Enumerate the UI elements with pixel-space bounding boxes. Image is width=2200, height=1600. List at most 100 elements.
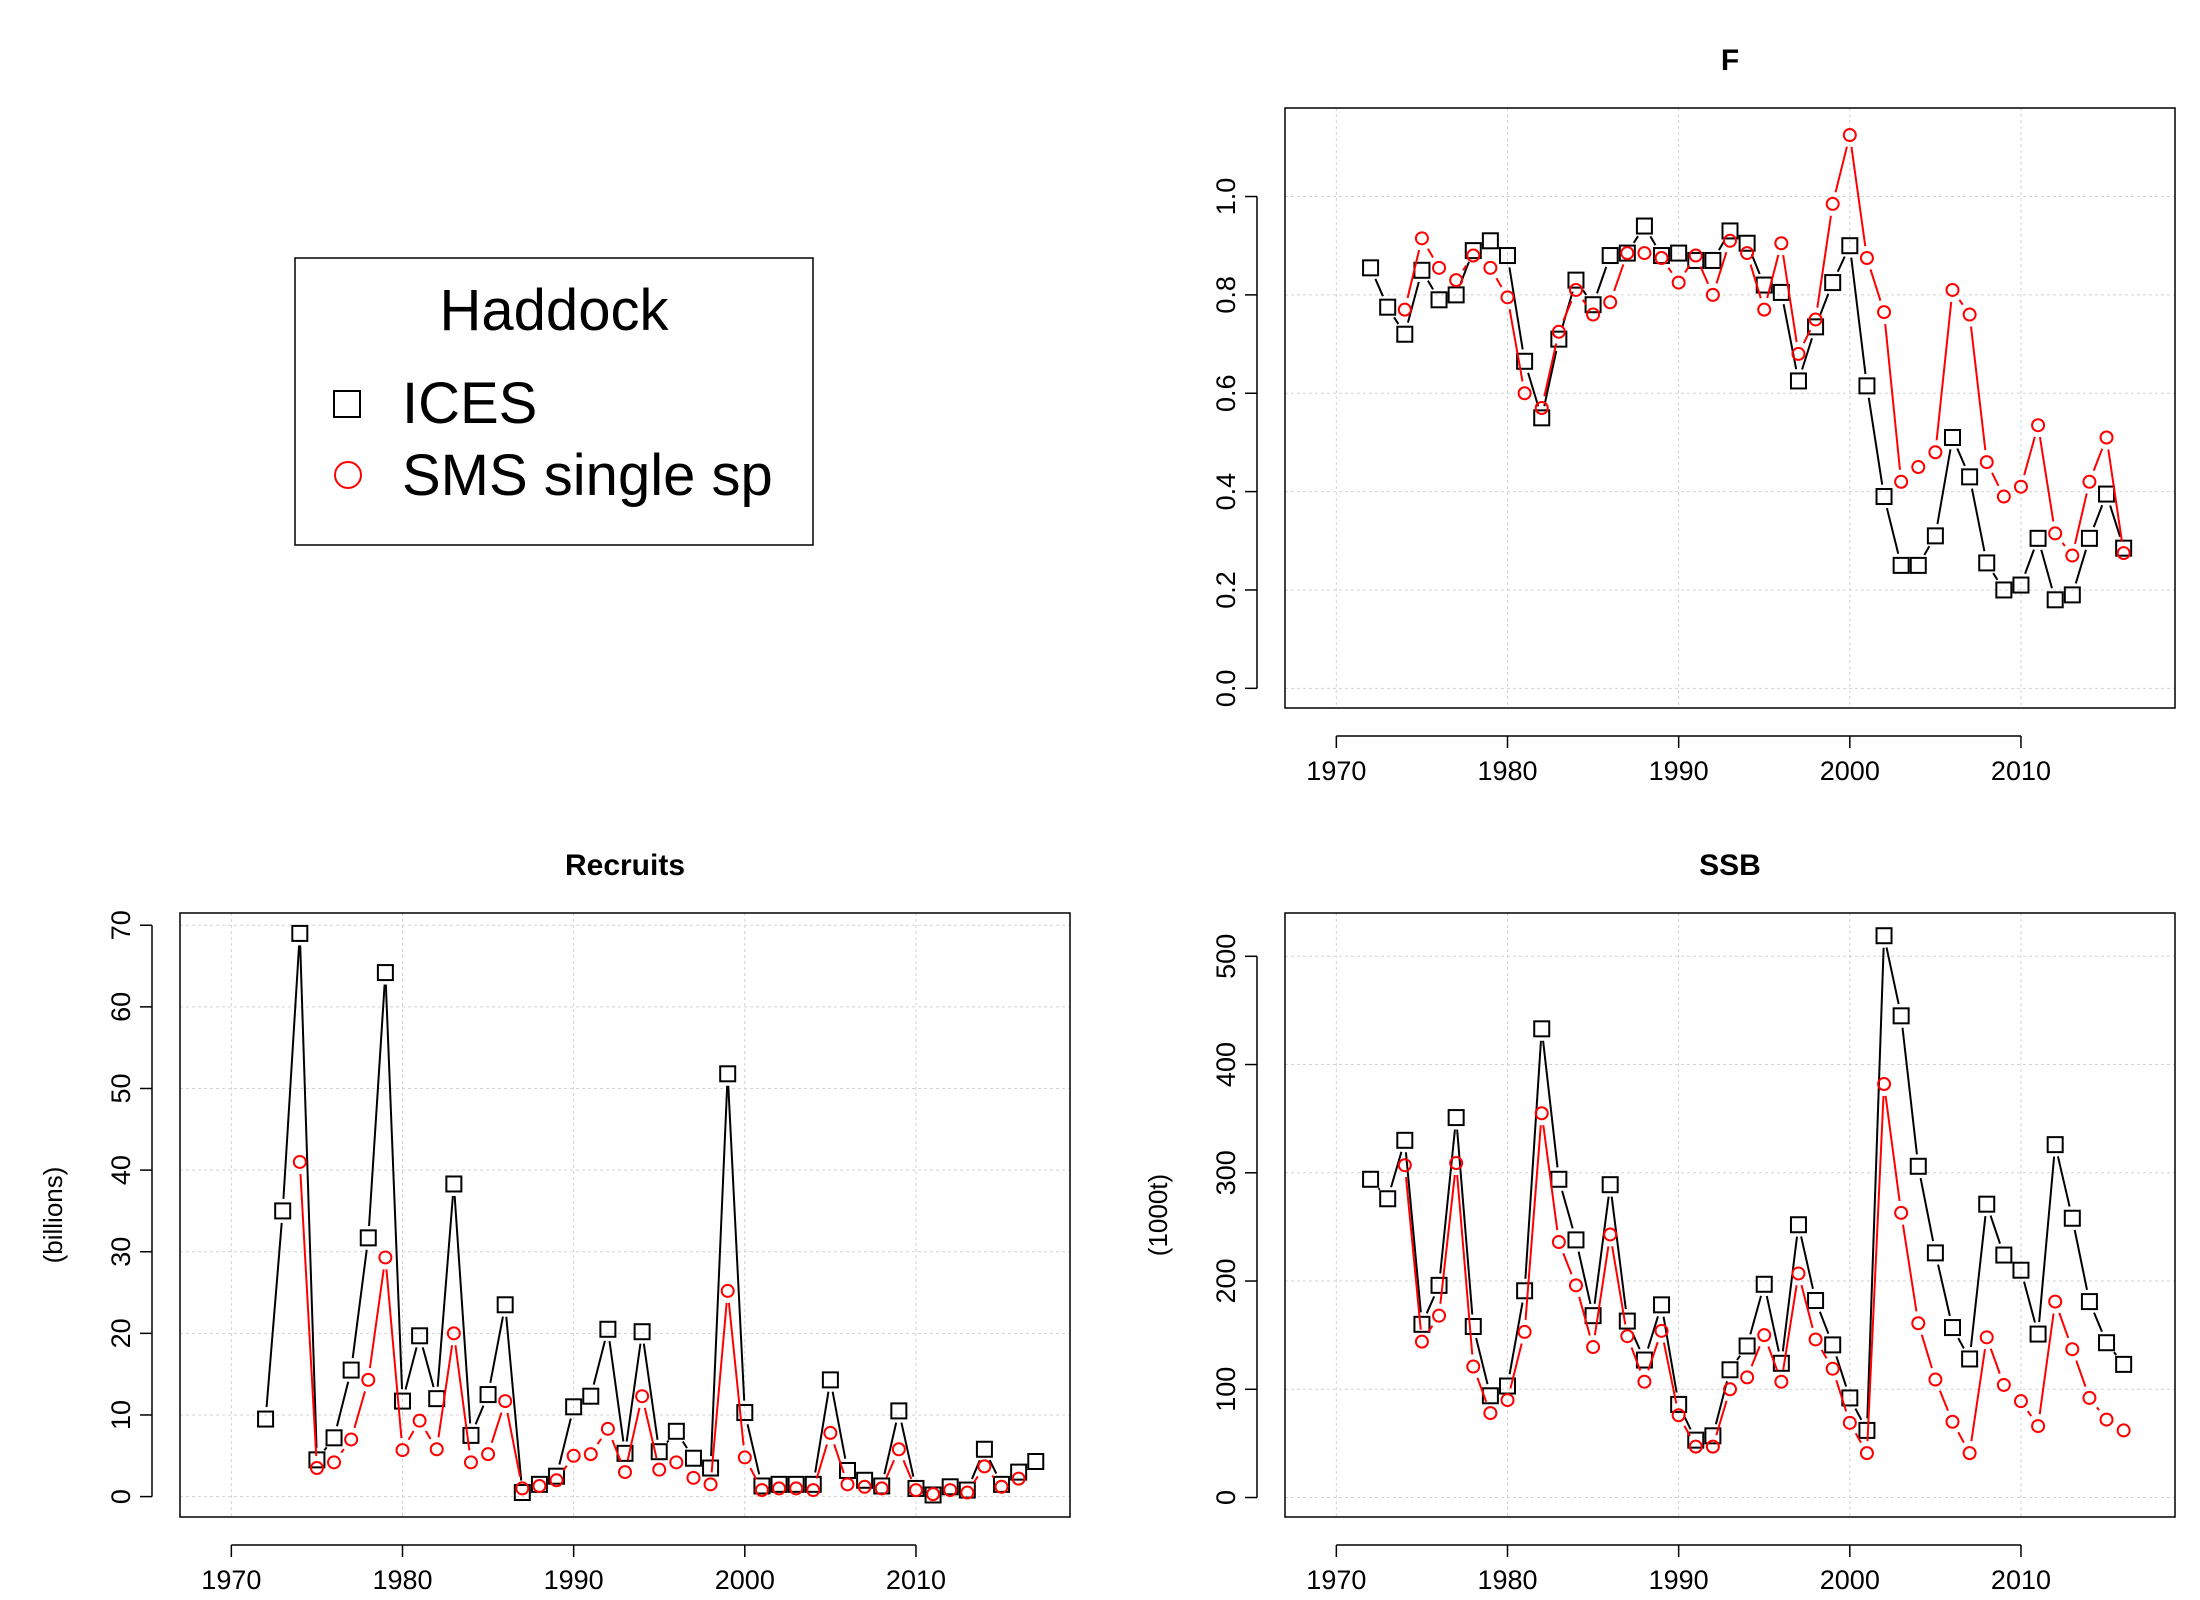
data-point-square	[1464, 242, 1482, 260]
series-segment	[1596, 266, 1608, 294]
series-segment	[1543, 350, 1558, 407]
data-point-square	[2012, 576, 2030, 594]
data-point-square	[1944, 1319, 1961, 1337]
series-segment	[2038, 1156, 2056, 1323]
series-segment	[1750, 1345, 1761, 1367]
data-point-circle	[1945, 1414, 1960, 1429]
data-point-circle	[1688, 248, 1703, 263]
data-point-circle	[1979, 1330, 1994, 1345]
data-point-circle	[1603, 1227, 1618, 1242]
data-point-square	[1567, 271, 1585, 289]
data-point-square	[1584, 1307, 1602, 1325]
series-ices	[257, 924, 1045, 1504]
data-point-circle	[754, 1483, 769, 1498]
series-segment	[1782, 1285, 1798, 1370]
data-point-circle	[549, 1473, 564, 1488]
data-point-circle	[498, 1394, 513, 1409]
chart-title: SSB	[1699, 849, 1761, 882]
series-segment	[1662, 1342, 1678, 1404]
data-point-square	[565, 1398, 583, 1416]
series-segment	[407, 1430, 415, 1441]
x-tick-label: 2000	[1820, 756, 1880, 786]
data-point-circle	[669, 1455, 684, 1470]
series-segment	[336, 1381, 350, 1427]
series-segment	[1508, 308, 1524, 382]
data-point-circle	[1842, 128, 1857, 143]
data-point-circle	[908, 1483, 923, 1498]
data-point-circle	[1534, 1106, 1549, 1121]
series-segment	[1989, 1348, 2001, 1374]
panel-f: F 1970 1980 1990 2000 2010 0.0 0.2 0.4 0.6 0.8 1.0	[1211, 44, 2176, 786]
data-point-square	[1721, 222, 1739, 240]
data-point-square	[1396, 325, 1414, 343]
series-segment	[1684, 265, 1691, 273]
data-point-circle	[1500, 1393, 1515, 1408]
series-segment	[2074, 493, 2088, 545]
data-point-square	[1499, 247, 1516, 265]
series-segment	[1393, 316, 1400, 325]
series-segment	[1476, 1377, 1488, 1403]
data-point-circle	[1671, 275, 1686, 290]
series-segment	[642, 1343, 659, 1440]
data-point-square	[1909, 556, 1927, 574]
series-segment	[1867, 397, 1884, 485]
legend-title: Haddock	[440, 278, 670, 343]
data-point-square	[1704, 1427, 1722, 1445]
data-point-square	[702, 1459, 720, 1477]
data-point-square	[821, 1371, 839, 1389]
series-segment	[1581, 299, 1588, 306]
series-segment	[681, 1440, 688, 1449]
series-segment	[1390, 1151, 1403, 1188]
data-point-square	[1875, 927, 1893, 945]
data-point-square	[1807, 1292, 1825, 1310]
panel-ssb: SSB 1970 1980 1990 2000 2010 0 100 200 300 400 500 (…	[1143, 849, 2176, 1595]
data-point-circle	[1466, 248, 1481, 263]
data-point-square	[291, 924, 309, 942]
series-segment	[1475, 1337, 1489, 1385]
series-segment	[1649, 235, 1657, 246]
data-point-square	[496, 1296, 514, 1314]
series-segment	[1800, 1236, 1814, 1290]
series-segment	[1577, 1251, 1592, 1305]
data-point-circle	[600, 1421, 615, 1436]
series-sms	[292, 1154, 1026, 1502]
series-segment	[666, 1439, 670, 1444]
series-segment	[1818, 1311, 1830, 1335]
data-point-square	[1653, 1296, 1671, 1314]
data-point-square	[411, 1327, 429, 1345]
plot-frame	[1284, 912, 2176, 1518]
data-point-circle	[292, 1154, 307, 1169]
data-point-circle	[2082, 474, 2097, 489]
series-segment	[1902, 1224, 1918, 1312]
data-point-circle	[1808, 312, 1823, 327]
data-point-square	[2046, 1136, 2064, 1154]
series-segment	[1425, 1295, 1436, 1314]
series-ices	[1362, 217, 2133, 609]
series-segment	[2075, 1360, 2087, 1387]
series-segment	[814, 1391, 830, 1473]
series-segment	[1647, 1341, 1659, 1371]
data-point-square	[2029, 529, 2047, 547]
data-point-circle	[361, 1372, 376, 1387]
series-segment	[265, 1222, 283, 1408]
data-point-circle	[874, 1481, 889, 1496]
data-point-square	[1892, 1007, 1910, 1025]
data-point-circle	[1620, 1329, 1635, 1344]
data-point-circle	[806, 1483, 821, 1498]
series-segment	[1970, 326, 1987, 451]
data-point-circle	[1877, 1077, 1892, 1092]
series-segment	[299, 945, 318, 1448]
data-point-circle	[1397, 1158, 1412, 1173]
series-segment	[340, 1448, 345, 1454]
data-point-square	[1909, 1157, 1927, 1175]
data-point-square	[1447, 286, 1465, 304]
data-point-square	[2080, 529, 2098, 547]
y-tick-label: 60	[106, 992, 136, 1022]
y-tick-label: 0	[1211, 1490, 1241, 1505]
data-point-square	[1481, 232, 1499, 250]
data-point-circle	[926, 1487, 941, 1502]
data-point-circle	[1894, 474, 1909, 489]
series-segment	[1667, 267, 1673, 274]
data-point-circle	[1671, 1408, 1686, 1423]
series-segment	[1456, 1174, 1474, 1355]
